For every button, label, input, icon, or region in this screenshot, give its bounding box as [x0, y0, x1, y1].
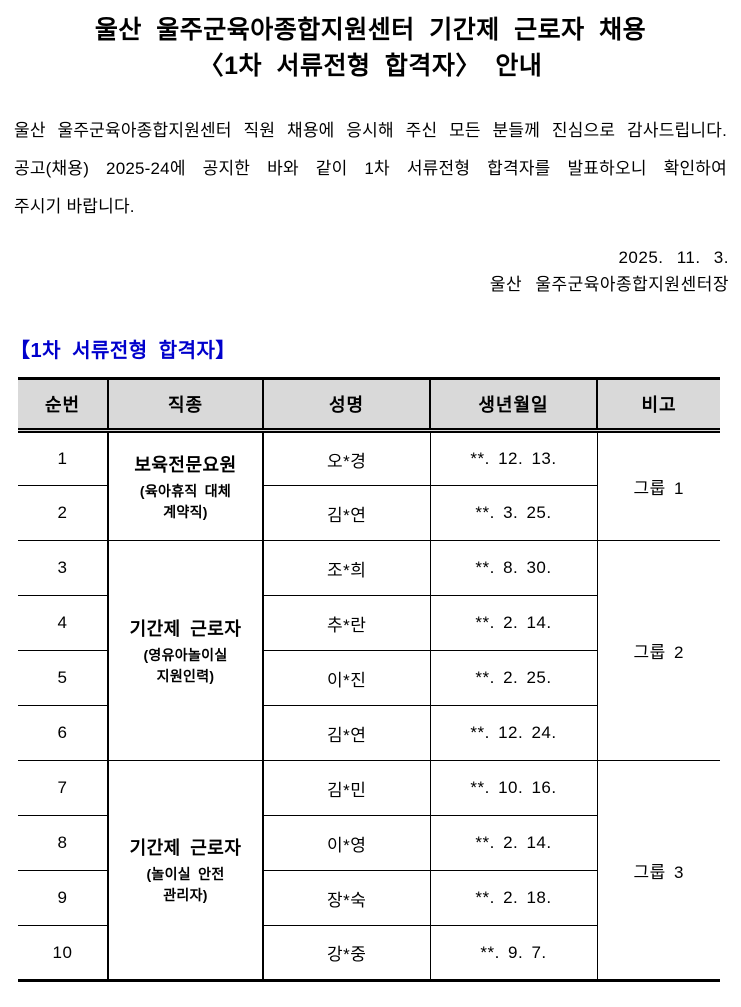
header-job: 직종 — [107, 378, 263, 433]
cell-birth-date: **. 3. 25. — [429, 485, 598, 541]
cell-birth-date: **. 12. 24. — [429, 705, 598, 761]
pass-list-table: 순번 직종 성명 생년월일 비고 1 보육전문요원 (육아휴직 대체 계약직) 오*경… — [18, 377, 720, 982]
cell-name: 이*진 — [262, 650, 431, 706]
table-row: 8 이*영 **. 2. 14. — [18, 815, 720, 871]
title-line-2: 〈1차 서류전형 합격자〉 안내 — [198, 52, 543, 80]
cell-no: 1 — [18, 430, 109, 486]
cell-name: 조*희 — [262, 540, 431, 596]
header-birth: 생년월일 — [429, 378, 597, 433]
results-table-body: 1 보육전문요원 (육아휴직 대체 계약직) 오*경 **. 12. 13. 그룹 1 2 김… — [18, 430, 720, 981]
cell-name: 장*숙 — [262, 870, 431, 926]
cell-no: 4 — [18, 595, 109, 651]
job-title: 기간제 근로자 — [129, 618, 242, 639]
cell-no: 6 — [18, 705, 109, 761]
cell-no: 2 — [18, 485, 109, 541]
signoff-date: 2025. 11. 3. — [618, 248, 729, 267]
section-heading: 【1차 서류전형 합격자】 — [10, 340, 236, 362]
cell-name: 이*영 — [262, 815, 431, 871]
cell-remark-group: 그룹 1 — [596, 430, 720, 541]
cell-no: 3 — [18, 540, 109, 596]
header-remark: 비고 — [596, 378, 720, 433]
table-row: 3 기간제 근로자 (영유아놀이실 지원인력) 조*희 **. 8. 30. 그룹 2 — [18, 540, 720, 761]
cell-no: 10 — [18, 925, 109, 981]
cell-name: 추*란 — [262, 595, 431, 651]
header-no: 순번 — [18, 378, 108, 433]
cell-name: 김*연 — [262, 485, 431, 541]
cell-birth-date: **. 2. 25. — [429, 650, 598, 706]
cell-name: 김*연 — [262, 705, 431, 761]
cell-birth-date: **. 2. 14. — [429, 815, 598, 871]
cell-name: 오*경 — [262, 430, 431, 486]
signoff-signer: 울산 울주군육아종합지원센터장 — [489, 275, 729, 294]
table-row: 1 보육전문요원 (육아휴직 대체 계약직) 오*경 **. 12. 13. 그룹 1 — [18, 430, 720, 541]
cell-remark-group: 그룹 2 — [596, 540, 720, 761]
cell-birth-date: **. 2. 14. — [429, 595, 598, 651]
header-name: 성명 — [262, 378, 430, 433]
job-note: (육아휴직 대체 계약직) — [139, 482, 232, 520]
cell-birth-date: **. 12. 13. — [429, 430, 598, 486]
job-title: 보육전문요원 — [134, 454, 237, 475]
job-note: (영유아놀이실 지원인력) — [143, 646, 228, 684]
intro-line: 주시기 바랍니다. — [14, 197, 135, 216]
cell-no: 5 — [18, 650, 109, 706]
cell-no: 8 — [18, 815, 109, 871]
signoff-block: 2025. 11. 3. 울산 울주군육아종합지원센터장 — [0, 244, 729, 298]
job-title: 기간제 근로자 — [129, 838, 242, 858]
cell-birth-date: **. 2. 18. — [429, 870, 598, 926]
table-header-row: 순번 직종 성명 생년월일 비고 — [18, 378, 720, 433]
table-row: 4 추*란 **. 2. 14. — [18, 595, 720, 651]
cell-job-type: 기간제 근로자 (놀이실 안전 관리자) — [107, 760, 264, 981]
job-note: (놀이실 안전 관리자) — [146, 866, 225, 903]
cell-job-type: 기간제 근로자 (영유아놀이실 지원인력) — [107, 540, 264, 761]
table-row: 7 기간제 근로자 (놀이실 안전 관리자) 김*민 **. 10. 16. 그룹 3 — [18, 760, 720, 981]
cell-no: 7 — [18, 760, 109, 816]
table-row: 10 강*중 **. 9. 7. — [18, 925, 720, 981]
document-title: 울산 울주군육아종합지원센터 기간제 근로자 채용 〈1차 서류전형 합격자〉 … — [0, 0, 741, 84]
cell-no: 9 — [18, 870, 109, 926]
intro-line: 공고(채용) 2025-24에 공지한 바와 같이 1차 서류전형 합격자를 발… — [14, 159, 727, 178]
cell-name: 강*중 — [262, 925, 431, 981]
intro-paragraph: 울산 울주군육아종합지원센터 직원 채용에 응시해 주신 모든 분들께 진심으로… — [14, 112, 727, 226]
intro-line: 울산 울주군육아종합지원센터 직원 채용에 응시해 주신 모든 분들께 진심으로… — [14, 121, 727, 140]
table-row: 9 장*숙 **. 2. 18. — [18, 870, 720, 926]
title-line-1: 울산 울주군육아종합지원센터 기간제 근로자 채용 — [94, 16, 647, 44]
cell-birth-date: **. 10. 16. — [429, 760, 598, 816]
cell-remark-group: 그룹 3 — [596, 760, 720, 981]
cell-job-type: 보육전문요원 (육아휴직 대체 계약직) — [107, 430, 264, 541]
cell-birth-date: **. 9. 7. — [429, 925, 598, 981]
cell-birth-date: **. 8. 30. — [429, 540, 598, 596]
cell-name: 김*민 — [262, 760, 431, 816]
